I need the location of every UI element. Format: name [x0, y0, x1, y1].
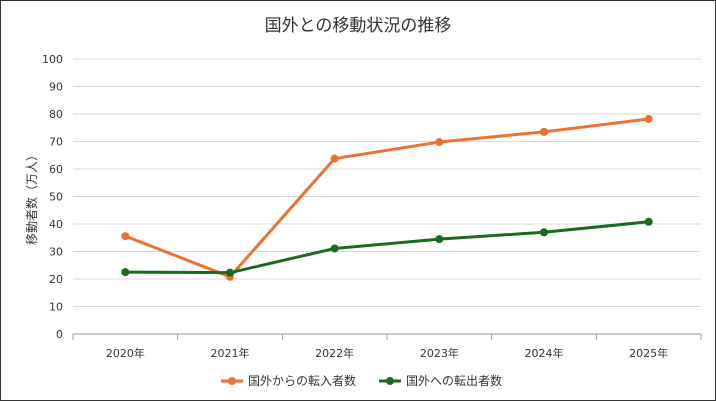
legend-marker: [228, 377, 236, 385]
series-line: [124, 117, 649, 279]
x-tick-label: 2020年: [106, 346, 145, 360]
data-point: [226, 268, 234, 277]
data-point: [540, 127, 548, 136]
x-tick-label: 2021年: [211, 346, 250, 360]
y-tick-label: 50: [49, 191, 63, 204]
y-tick-label: 10: [49, 301, 63, 314]
x-tick-label: 2025年: [629, 346, 668, 360]
data-point: [330, 154, 339, 163]
series-line: [125, 220, 649, 275]
y-axis-label: 移動者数（万人）: [24, 149, 39, 245]
y-tick-label: 30: [49, 246, 63, 259]
x-tick-label: 2022年: [315, 346, 354, 360]
y-tick-label: 80: [49, 108, 63, 121]
legend-label: 国外からの転入者数: [248, 373, 356, 388]
x-tick-label: 2023年: [420, 346, 459, 360]
chart-title: 国外との移動状況の推移: [265, 16, 452, 36]
y-tick-label: 100: [42, 53, 63, 66]
data-point: [435, 138, 444, 147]
y-tick-label: 40: [49, 218, 63, 231]
data-point: [644, 114, 653, 123]
data-point: [435, 235, 444, 244]
data-point: [330, 244, 339, 253]
y-tick-label: 90: [49, 81, 63, 94]
data-point: [540, 228, 548, 237]
legend-label: 国外への転出者数: [406, 373, 502, 388]
data-point: [644, 217, 653, 226]
x-tick-label: 2024年: [525, 346, 564, 360]
legend-marker: [386, 377, 394, 385]
y-tick-label: 0: [56, 328, 63, 341]
data-point: [121, 268, 130, 277]
data-point: [121, 232, 130, 241]
y-tick-label: 70: [49, 136, 63, 149]
y-tick-label: 60: [49, 163, 63, 176]
y-tick-label: 20: [49, 273, 63, 286]
